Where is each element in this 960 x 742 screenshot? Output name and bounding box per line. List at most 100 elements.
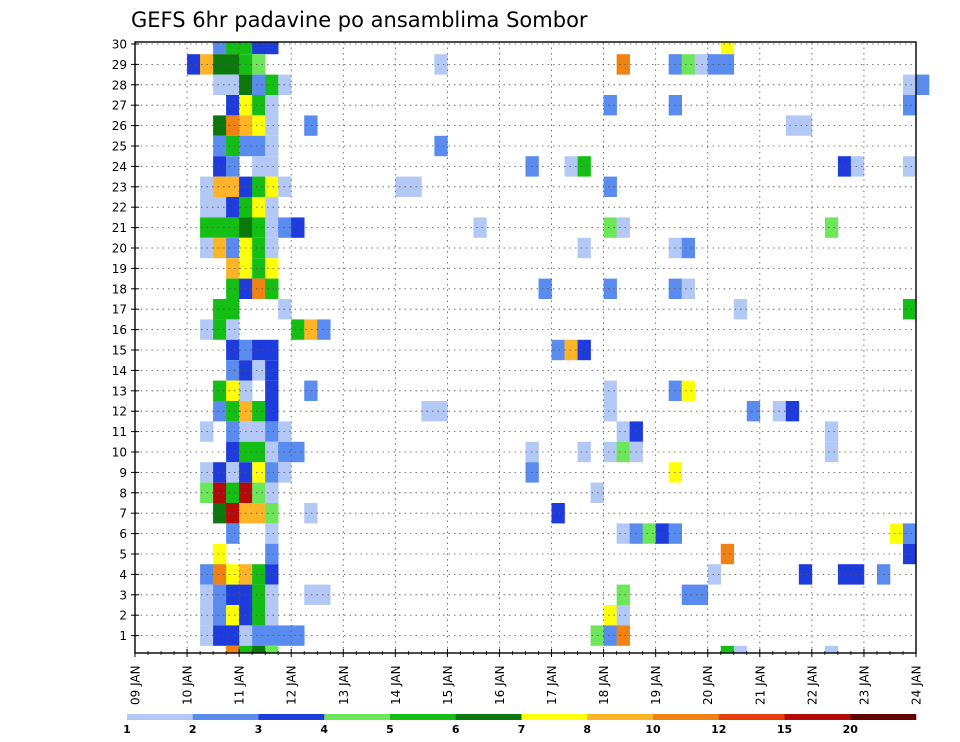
heatmap-cell (252, 176, 266, 197)
legend-label: 8 (583, 723, 591, 736)
heatmap-cell (226, 258, 240, 279)
heatmap-cell (265, 197, 279, 218)
heatmap-cell (226, 217, 240, 238)
heatmap-cell (720, 42, 735, 55)
heatmap-cell (304, 319, 318, 340)
heatmap-cell (213, 156, 227, 177)
heatmap-cell (252, 462, 266, 483)
heatmap-cell (226, 421, 240, 442)
x-tick-label: 23 JAN (857, 665, 871, 705)
legend-swatch (390, 714, 457, 720)
y-tick-label: 20 (112, 242, 127, 256)
x-tick-label: 11 JAN (233, 665, 247, 705)
heatmap-cell (538, 278, 552, 299)
heatmap-cell (798, 564, 813, 585)
heatmap-cell (226, 584, 240, 605)
heatmap-cell (655, 523, 669, 544)
heatmap-cell (902, 156, 917, 177)
y-tick-label: 21 (112, 221, 127, 235)
heatmap-cell (226, 645, 240, 653)
heatmap-cell (616, 441, 630, 463)
heatmap-cell (265, 645, 279, 653)
heatmap-cell (642, 523, 656, 544)
heatmap-cell (226, 299, 240, 320)
heatmap-cell (291, 625, 305, 646)
heatmap-cell (616, 54, 630, 75)
heatmap-cell (317, 584, 331, 605)
heatmap-cell (252, 584, 266, 605)
heatmap-cell (902, 543, 917, 565)
heatmap-cell (213, 605, 227, 626)
heatmap-cell (213, 380, 227, 401)
heatmap-cell (226, 54, 240, 75)
heatmap-cell (226, 339, 240, 361)
heatmap-cell (265, 237, 279, 259)
y-tick-label: 11 (112, 425, 127, 439)
heatmap-cell (252, 54, 266, 75)
x-tick-label: 16 JAN (493, 665, 507, 705)
heatmap-cell (720, 645, 735, 653)
heatmap-cell (694, 54, 709, 75)
heatmap-cell (577, 441, 591, 463)
y-tick-label: 22 (112, 201, 127, 215)
legend-label: 7 (518, 723, 526, 736)
heatmap-cell (265, 564, 279, 585)
legend-swatch (718, 714, 785, 720)
heatmap-cell (291, 217, 305, 238)
heatmap-cell (265, 176, 279, 197)
heatmap-cell (304, 115, 318, 136)
heatmap-cell (226, 74, 240, 95)
heatmap-cell (252, 401, 266, 422)
y-tick-label: 9 (119, 466, 127, 480)
x-tick-label: 24 JAN (910, 665, 924, 705)
heatmap-cell (824, 441, 839, 463)
heatmap-cell (681, 380, 696, 401)
y-tick-label: 18 (112, 282, 127, 296)
y-tick-label: 1 (119, 629, 127, 643)
heatmap-cell (226, 523, 240, 544)
heatmap-cell (213, 584, 227, 605)
grid-lines (135, 42, 916, 653)
y-tick-label: 23 (112, 180, 127, 194)
heatmap-cell (213, 237, 227, 259)
heatmap-cell (291, 441, 305, 463)
heatmap-cell (265, 258, 279, 279)
axes: 1234567891011121314151617181920212223242… (112, 38, 924, 706)
heatmap-cell (265, 625, 279, 646)
heatmap-cell (681, 237, 696, 259)
legend-swatch (587, 714, 654, 720)
heatmap-cell (252, 441, 266, 463)
heatmap-cell (850, 156, 865, 177)
heatmap-cell (902, 299, 917, 320)
heatmap-cell (681, 584, 696, 605)
heatmap-cell (603, 625, 617, 646)
heatmap-cell (707, 54, 722, 75)
heatmap-cell (785, 115, 800, 136)
y-tick-label: 15 (112, 344, 127, 358)
legend-label: 12 (711, 723, 726, 736)
heatmap-cell (252, 156, 266, 177)
heatmap-cell (226, 95, 240, 116)
y-tick-label: 4 (119, 568, 127, 582)
y-tick-label: 25 (112, 140, 127, 154)
x-tick-label: 14 JAN (389, 665, 403, 705)
legend-swatch (192, 714, 259, 720)
y-tick-label: 19 (112, 262, 127, 276)
heatmap-cell (226, 42, 240, 55)
legend-label: 4 (320, 723, 328, 736)
heatmap-cell (265, 543, 279, 565)
heatmap-cell (902, 74, 917, 95)
heatmap-cell (252, 339, 266, 361)
heatmap-cell (850, 564, 865, 585)
heatmap-cell (616, 523, 630, 544)
heatmap-cell (226, 237, 240, 259)
legend-label: 6 (452, 723, 460, 736)
heatmap-cell (252, 625, 266, 646)
heatmap-cell (226, 360, 240, 381)
y-tick-label: 16 (112, 323, 127, 337)
heatmap-cell (226, 319, 240, 340)
heatmap-cell (707, 564, 722, 585)
heatmap-cells (187, 42, 930, 653)
heatmap-cell (265, 135, 279, 157)
heatmap-cell (187, 54, 201, 75)
